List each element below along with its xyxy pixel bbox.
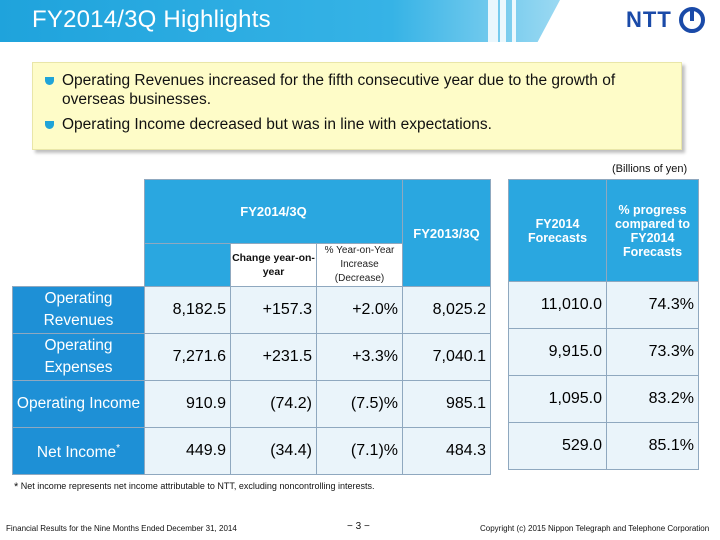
progress-header: % progress compared to FY2014 Forecasts [606,179,699,282]
units-label: (Billions of yen) [612,163,688,175]
forecast-cell: 11,010.0 [508,281,607,329]
results-table: FY2014/3Q FY2013/3Q Change year-on-year … [12,179,491,475]
bullet-icon [45,77,54,85]
footnote-mark: * [116,442,121,454]
value-cell: 7,271.6 [144,333,231,381]
change-header: Change year-on-year [230,243,317,287]
value-cell: 449.9 [144,427,231,475]
row-label: Net Income* [12,427,145,475]
table-row: 11,010.0 74.3% [508,281,699,329]
prior-cell: 8,025.2 [402,286,491,334]
pct-header: % Year-on-Year Increase (Decrease) [316,243,403,287]
prior-cell: 985.1 [402,380,491,428]
group-header: FY2014/3Q [144,179,403,244]
corner-cell [13,180,145,287]
change-cell: +157.3 [230,286,317,334]
footnote: * Net income represents net income attri… [14,481,374,493]
table-row: Operating Income 910.9 (74.2) (7.5)% 985… [12,380,491,428]
footnote-star: * [14,481,19,493]
logo-text: NTT [626,7,672,32]
table-row: 529.0 85.1% [508,422,699,470]
prior-cell: 484.3 [402,427,491,475]
footnote-text: Net income represents net income attribu… [20,481,375,491]
table-row: 9,915.0 73.3% [508,328,699,376]
highlight-item: Operating Revenues increased for the fif… [45,71,669,109]
value-cell: 8,182.5 [144,286,231,334]
highlight-text: Operating Revenues increased for the fif… [62,72,616,108]
footer-left: Financial Results for the Nine Months En… [6,524,237,533]
row-label: Operating Revenues [12,286,145,334]
forecast-cell: 9,915.0 [508,328,607,376]
banner-stripe [500,0,506,42]
table-row: Operating Revenues 8,182.5 +157.3 +2.0% … [12,286,491,334]
progress-cell: 74.3% [606,281,699,329]
progress-cell: 85.1% [606,422,699,470]
title-banner [0,0,560,42]
table-row: 1,095.0 83.2% [508,375,699,423]
copyright: Copyright (c) 2015 Nippon Telegraph and … [480,524,710,533]
ntt-logo-icon [678,7,705,33]
table-row: Net Income* 449.9 (34.4) (7.1)% 484.3 [12,427,491,475]
pct-cell: (7.1)% [316,427,403,475]
forecast-cell: 1,095.0 [508,375,607,423]
ntt-logo: NTT [626,6,706,34]
change-cell: (74.2) [230,380,317,428]
highlight-item: Operating Income decreased but was in li… [45,115,669,134]
table-row: Operating Expenses 7,271.6 +231.5 +3.3% … [12,333,491,381]
highlight-text: Operating Income decreased but was in li… [62,116,492,133]
bullet-icon [45,121,54,129]
page-title: FY2014/3Q Highlights [32,6,271,33]
highlights-box: Operating Revenues increased for the fif… [32,62,682,150]
prior-cell: 7,040.1 [402,333,491,381]
progress-cell: 73.3% [606,328,699,376]
banner-stripe [488,0,498,42]
pct-cell: +2.0% [316,286,403,334]
forecast-header: FY2014 Forecasts [508,179,607,282]
pct-cell: (7.5)% [316,380,403,428]
forecast-table: FY2014 Forecasts % progress compared to … [508,179,699,470]
change-cell: (34.4) [230,427,317,475]
row-label: Operating Income [12,380,145,428]
row-label-text: Net Income [36,444,117,462]
page-number: − 3 − [347,521,370,532]
prior-header: FY2013/3Q [402,179,491,287]
change-cell: +231.5 [230,333,317,381]
value-cell: 910.9 [144,380,231,428]
pct-cell: +3.3% [316,333,403,381]
subheader-spacer [144,243,231,287]
banner-stripe [512,0,516,42]
forecast-cell: 529.0 [508,422,607,470]
row-label: Operating Expenses [12,333,145,381]
progress-cell: 83.2% [606,375,699,423]
